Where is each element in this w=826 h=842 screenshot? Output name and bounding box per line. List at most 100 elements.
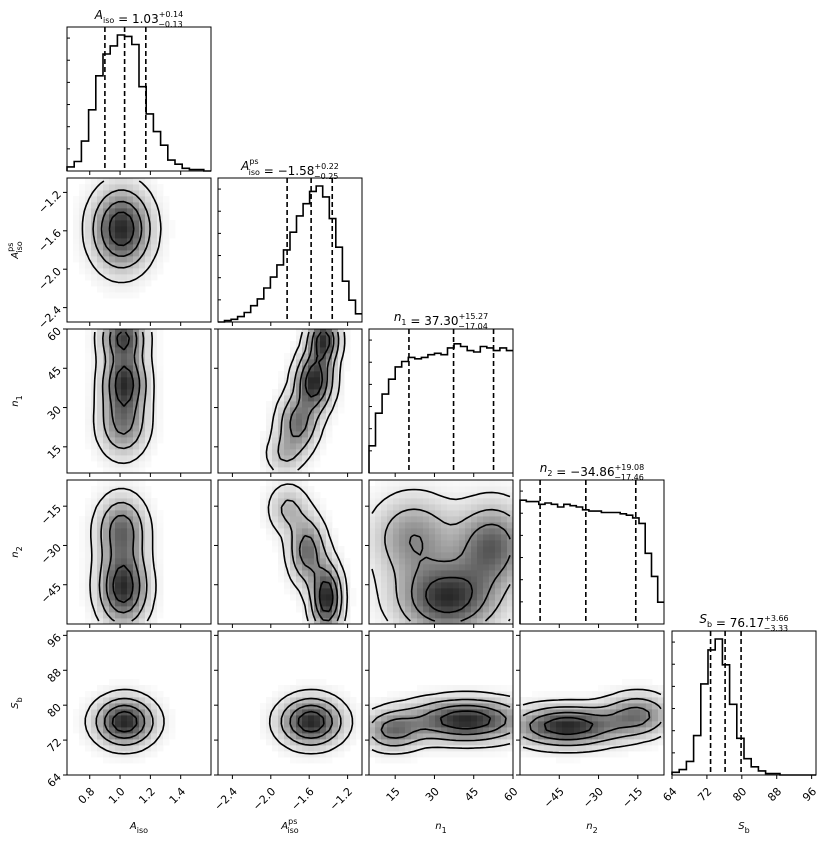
density-cell [314,679,321,686]
density-cell [308,588,315,595]
density-cell [157,389,164,396]
density-cell [314,498,321,505]
density-cell [157,184,164,191]
density-cell [139,576,146,583]
density-cell [97,600,104,607]
density-cell [302,576,309,583]
density-cell [151,606,158,613]
density-cell [284,751,291,758]
density-cell [133,588,140,595]
density-cell [115,184,122,191]
density-cell [489,721,496,728]
density-cell [622,727,629,734]
density-cell [338,365,345,372]
density-cell [296,564,303,571]
density-cell [139,709,146,716]
density-cell [308,377,315,384]
density-cell [157,244,164,251]
density-cell [272,431,279,438]
density-cell [115,504,122,511]
density-cell [302,335,309,342]
density-cell [115,739,122,746]
density-cell [284,365,291,372]
density-cell [369,594,376,601]
density-cell [91,534,98,541]
density-cell [121,522,128,529]
density-cell [453,600,460,607]
density-cell [465,721,472,728]
density-cell [115,455,122,462]
density-cell [489,570,496,577]
density-cell [127,528,134,535]
density-cell [296,751,303,758]
density-cell [320,359,327,366]
density-cell [79,268,86,275]
density-cell [477,528,484,535]
x-tick-label: 45 [462,785,481,804]
density-cell [326,329,333,336]
density-cell [592,691,599,698]
density-cell [495,697,502,704]
density-cell [266,419,273,426]
density-cell [381,739,388,746]
density-cell [387,588,394,595]
density-cell [465,576,472,583]
density-cell [139,757,146,764]
panel-frame [66,177,212,323]
density-cell [435,751,442,758]
density-cell [338,576,345,583]
density-cell [326,612,333,619]
density-cell [501,558,508,565]
density-cell [326,540,333,547]
density-cell [369,522,376,529]
density-cell [471,516,478,523]
density-cell [127,365,134,372]
density-cell [375,751,382,758]
density-cell [628,685,635,692]
density-cell [121,443,128,450]
density-cell [121,739,128,746]
density-cell [483,709,490,716]
density-cell [109,709,116,716]
density-cell [387,504,394,511]
density-cell [278,467,285,473]
density-cell [429,546,436,553]
density-cell [157,570,164,577]
density-cell [157,256,164,263]
density-cell [73,208,80,215]
density-cell [489,715,496,722]
density-cell [350,733,357,740]
density-cell [634,721,641,728]
density-cell [640,733,647,740]
density-cell [121,329,128,336]
density-cell [465,546,472,553]
density-cell [97,419,104,426]
density-cell [139,220,146,227]
density-cell [115,745,122,752]
density-cell [465,691,472,698]
density-cell [441,709,448,716]
density-cell [532,733,539,740]
density-cell [381,594,388,601]
density-cell [97,727,104,734]
density-cell [145,353,152,360]
density-cell [417,588,424,595]
density-cell [483,685,490,692]
density-cell [495,540,502,547]
density-cell [278,540,285,547]
density-cell [266,407,273,414]
density-cell [133,467,140,473]
density-cell [79,534,86,541]
density-cell [127,292,134,299]
density-cell [115,606,122,613]
density-cell [586,739,593,746]
density-cell [483,528,490,535]
density-cell [91,733,98,740]
density-cell [151,443,158,450]
density-cell [278,745,285,752]
density-cell [139,256,146,263]
density-cell [326,425,333,432]
density-cell [429,709,436,716]
density-cell [489,691,496,698]
density-cell [302,492,309,499]
